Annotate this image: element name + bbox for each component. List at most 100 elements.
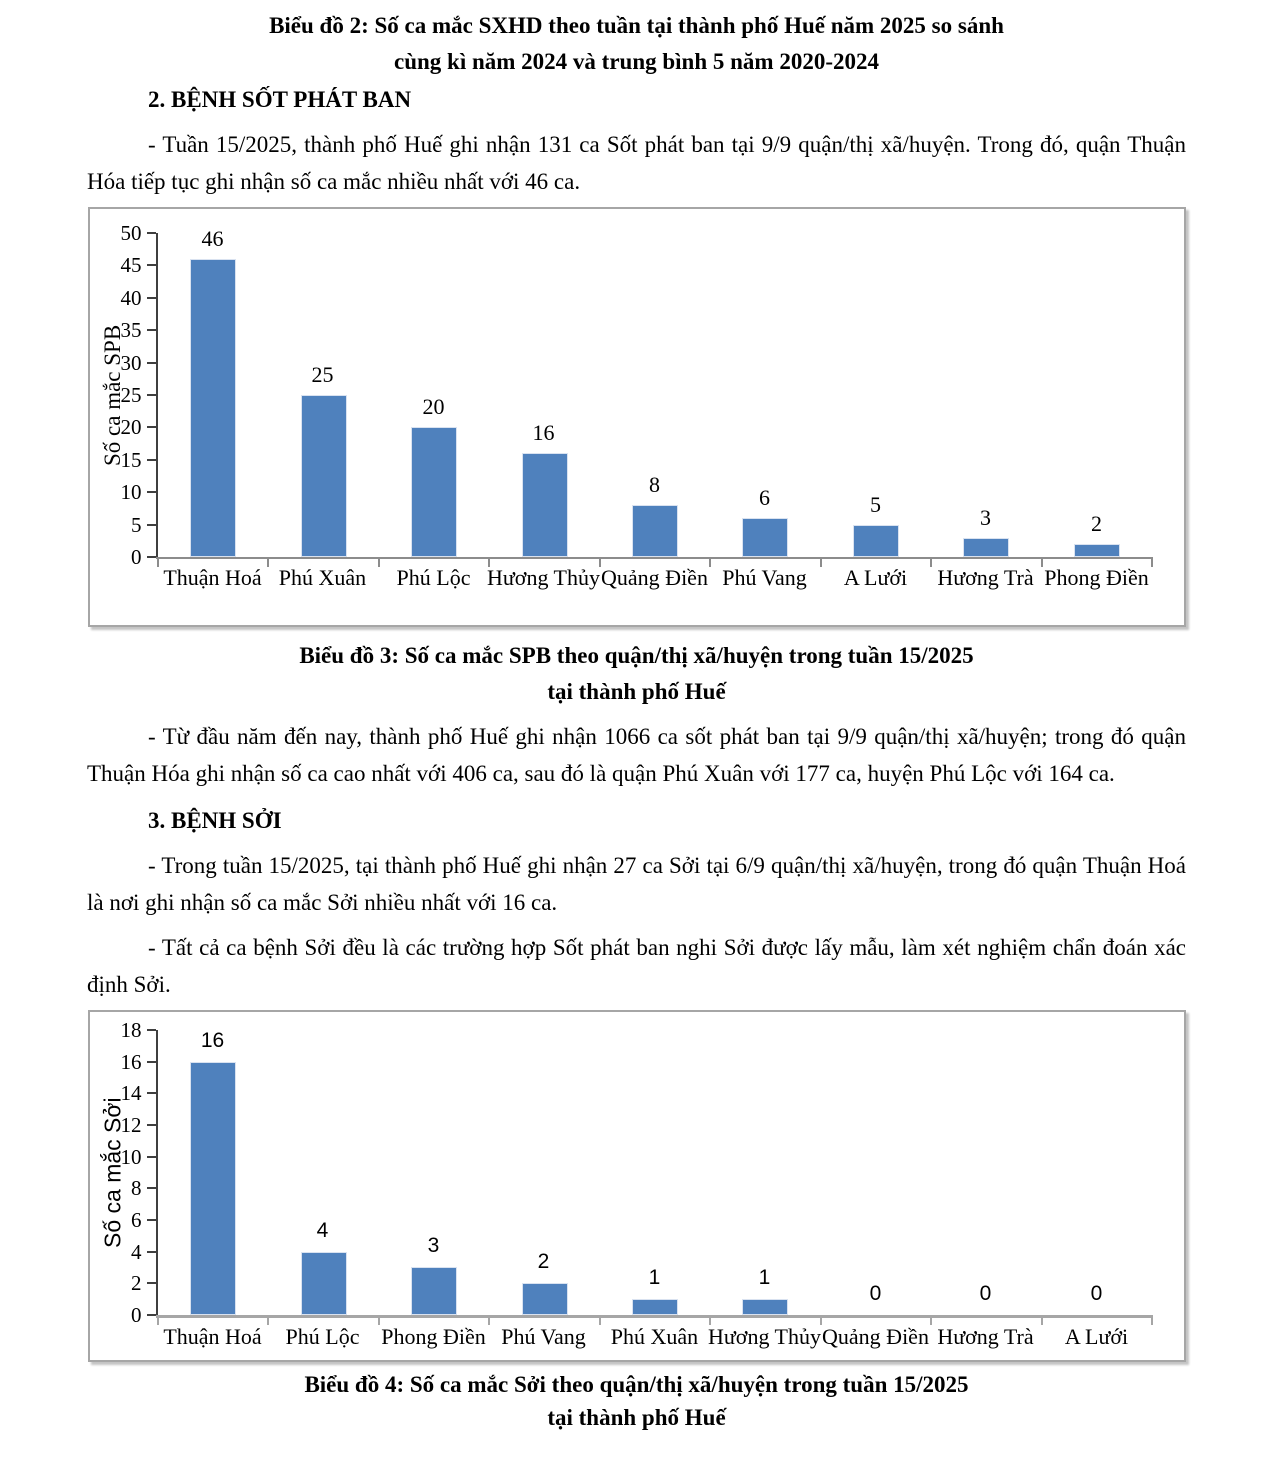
bar — [521, 1283, 568, 1315]
chart3-caption-line1: Biểu đồ 3: Số ca mắc SPB theo quận/thị x… — [299, 643, 974, 668]
chart4-caption: Biểu đồ 4: Số ca mắc Sởi theo quận/thị x… — [0, 1368, 1273, 1434]
y-tick-label: 16 — [120, 1050, 142, 1074]
y-tick-label: 20 — [120, 415, 142, 439]
y-tick — [146, 491, 156, 493]
x-tick — [929, 1315, 932, 1325]
y-axis-title: Số ca mắc SPB — [99, 324, 125, 466]
bar — [189, 1062, 236, 1315]
bar — [521, 453, 568, 557]
y-tick — [146, 1092, 156, 1094]
bar — [631, 1299, 678, 1315]
category-label: Thuận Hoá — [163, 1324, 262, 1349]
y-tick — [146, 232, 156, 234]
chart4-caption-line2: tại thành phố Huế — [547, 1405, 726, 1430]
x-tick — [487, 557, 490, 567]
category-label: A Lưới — [1064, 1324, 1129, 1349]
y-tick — [146, 1219, 156, 1221]
x-tick — [377, 557, 380, 567]
x-tick — [156, 1315, 159, 1325]
y-tick — [146, 459, 156, 461]
bar — [741, 1299, 788, 1315]
chart3-caption: Biểu đồ 3: Số ca mắc SPB theo quận/thị x… — [0, 638, 1273, 710]
category-label: Quảng Điền — [822, 1324, 929, 1349]
bar-value-label: 16 — [532, 420, 555, 445]
y-tick-label: 18 — [120, 1018, 142, 1042]
bar-value-label: 1 — [758, 1266, 771, 1289]
document-title-line2: cùng kì năm 2024 và trung bình 5 năm 202… — [394, 49, 879, 74]
y-tick — [146, 1029, 156, 1031]
category-label: Phú Lộc — [396, 565, 471, 590]
x-axis-line — [155, 557, 1152, 559]
x-axis-line — [155, 1315, 1152, 1318]
x-tick — [598, 557, 601, 567]
category-label: Phong Điền — [1044, 565, 1149, 590]
bar — [852, 525, 899, 557]
y-tick-label: 30 — [120, 351, 142, 375]
document-title-line1: Biểu đồ 2: Số ca mắc SXHD theo tuần tại … — [269, 13, 1004, 38]
category-label: Phú Xuân — [278, 565, 367, 590]
bar — [1073, 544, 1120, 557]
x-tick — [819, 557, 822, 567]
x-tick — [266, 557, 269, 567]
paragraph-spb-week: - Tuần 15/2025, thành phố Huế ghi nhận 1… — [87, 132, 1186, 194]
bar — [410, 427, 457, 557]
y-tick — [146, 297, 156, 299]
x-tick — [377, 1315, 380, 1325]
y-tick — [146, 524, 156, 526]
y-tick-label: 14 — [120, 1081, 142, 1105]
x-tick — [1040, 1315, 1043, 1325]
category-label: Thuận Hoá — [163, 565, 262, 590]
bar — [741, 518, 788, 557]
y-tick-label: 15 — [120, 448, 142, 472]
bar — [962, 538, 1009, 557]
section-heading-soi: 3. BỆNH SỞI — [148, 808, 282, 833]
y-tick-label: 10 — [120, 480, 142, 504]
y-axis-title: Số ca mắc Sởi — [99, 1097, 125, 1248]
y-tick — [146, 1061, 156, 1063]
bar-value-label: 25 — [311, 362, 334, 387]
x-tick — [929, 557, 932, 567]
y-tick — [146, 1187, 156, 1189]
y-tick-label: 5 — [131, 513, 142, 537]
bar — [631, 505, 678, 557]
category-label: Phú Vang — [722, 565, 807, 590]
category-label: Hương Thủy — [708, 1324, 821, 1349]
y-tick-label: 6 — [131, 1208, 142, 1232]
y-tick — [146, 1156, 156, 1158]
y-tick-label: 45 — [120, 253, 142, 277]
y-tick — [146, 556, 156, 558]
y-tick — [146, 329, 156, 331]
bar-value-label: 2 — [537, 1250, 550, 1273]
bar-value-label: 46 — [201, 226, 224, 251]
bar-value-label: 1 — [648, 1266, 661, 1289]
category-label: Phú Lộc — [285, 1324, 360, 1349]
x-tick — [708, 557, 711, 567]
bar-value-label: 3 — [980, 505, 991, 530]
bar-value-label: 2 — [1091, 511, 1102, 536]
y-tick-label: 50 — [120, 221, 142, 245]
soi-bar-chart: 0 2 4 6 8 10 12 14 16 18 16 Thuận Hoá 4 Phú Lộc 3 Phong… — [87, 1010, 1186, 1362]
bar-value-label: 4 — [316, 1219, 329, 1242]
y-tick-label: 0 — [131, 1303, 142, 1327]
y-tick-label: 12 — [120, 1113, 142, 1137]
y-tick-label: 2 — [131, 1271, 142, 1295]
x-tick — [156, 557, 159, 567]
x-tick — [1040, 557, 1043, 567]
x-tick — [487, 1315, 490, 1325]
category-label: Hương Trà — [937, 1324, 1034, 1349]
x-tick — [1150, 557, 1153, 567]
x-tick — [1150, 1315, 1153, 1325]
y-tick-label: 8 — [131, 1176, 142, 1200]
y-tick — [146, 394, 156, 396]
category-label: Phú Xuân — [610, 1324, 699, 1349]
category-label: Hương Thủy — [487, 565, 600, 590]
x-tick — [598, 1315, 601, 1325]
bar-value-label: 8 — [649, 472, 660, 497]
x-tick — [819, 1315, 822, 1325]
y-tick — [146, 1251, 156, 1253]
y-tick-label: 40 — [120, 286, 142, 310]
y-tick — [146, 264, 156, 266]
x-tick — [708, 1315, 711, 1325]
y-axis-line — [155, 1030, 158, 1315]
